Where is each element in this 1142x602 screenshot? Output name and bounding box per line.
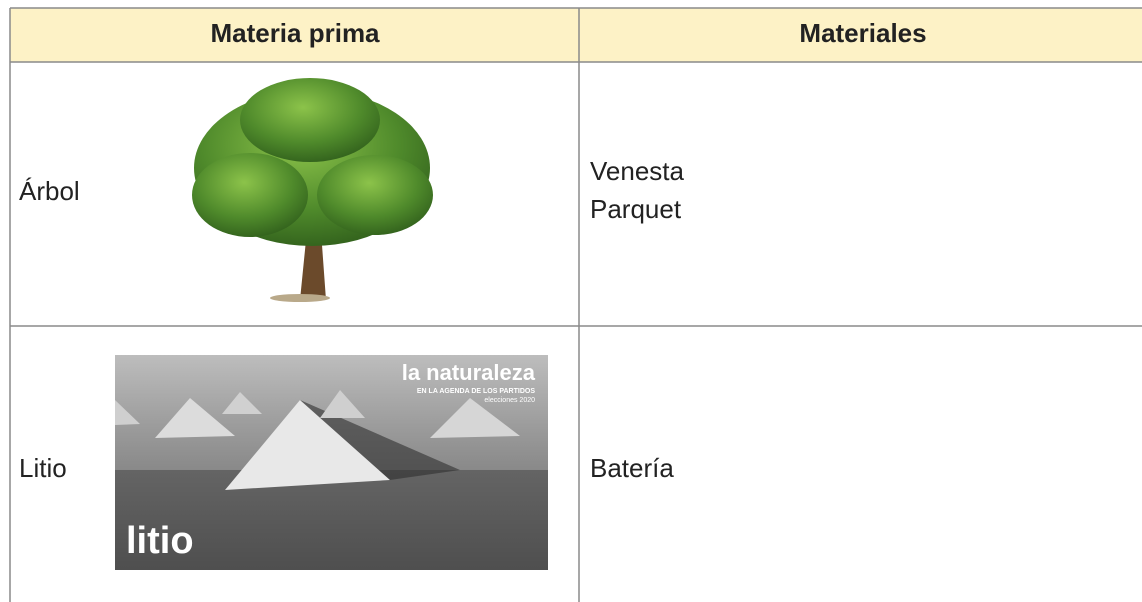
raw-material: Árbol: [19, 176, 80, 206]
lithium-image: la naturaleza EN LA AGENDA DE LOS PARTID…: [115, 355, 548, 570]
material: Parquet: [590, 194, 682, 224]
material: Batería: [590, 453, 674, 483]
material: Venesta: [590, 156, 685, 186]
image-headline: la naturaleza: [402, 360, 536, 385]
raw-material: Litio: [19, 453, 67, 483]
tree-image: [192, 78, 433, 302]
image-tag: elecciones 2020: [484, 397, 535, 404]
table-grid: [9, 7, 1142, 602]
header-bg: [10, 8, 1142, 62]
image-kicker: EN LA AGENDA DE LOS PARTIDOS: [417, 388, 535, 395]
header-cell: Materiales: [799, 18, 926, 48]
header-cell: Materia prima: [210, 18, 380, 48]
image-caption: litio: [126, 520, 194, 562]
